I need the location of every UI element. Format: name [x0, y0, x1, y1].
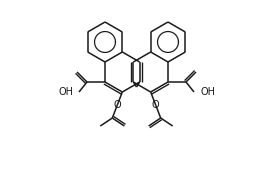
Text: O: O — [113, 100, 121, 110]
Text: OH: OH — [200, 87, 215, 97]
Text: O: O — [152, 100, 160, 110]
Text: OH: OH — [58, 87, 73, 97]
